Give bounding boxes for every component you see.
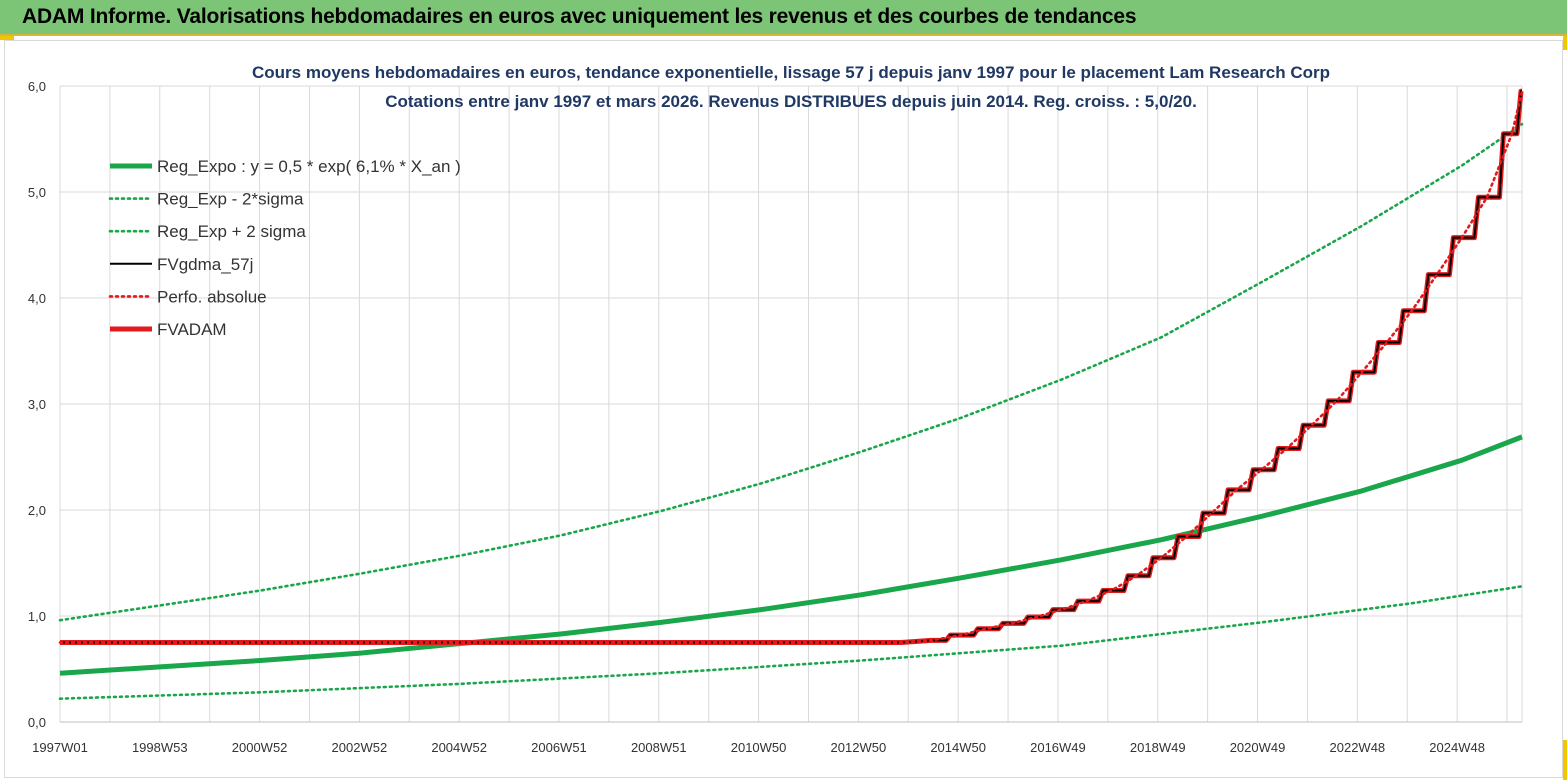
x-tick-label: 2022W48 [1330, 740, 1386, 755]
report-header: ADAM Informe. Valorisations hebdomadaire… [0, 0, 1567, 36]
y-tick-label: 1,0 [28, 609, 46, 624]
y-tick-label: 2,0 [28, 503, 46, 518]
frame-corner-accent [0, 36, 14, 40]
x-tick-label: 2004W52 [431, 740, 487, 755]
series-line [60, 90, 1522, 644]
frame-corner-accent [1563, 740, 1567, 780]
x-tick-label: 2024W48 [1429, 740, 1485, 755]
legend-label: FVgdma_57j [157, 255, 253, 274]
x-tick-label: 2020W49 [1230, 740, 1286, 755]
chart-subtitle: Cotations entre janv 1997 et mars 2026. … [385, 92, 1197, 111]
y-tick-label: 5,0 [28, 185, 46, 200]
y-tick-label: 4,0 [28, 291, 46, 306]
y-tick-label: 3,0 [28, 397, 46, 412]
x-tick-label: 2018W49 [1130, 740, 1186, 755]
x-tick-label: 2010W50 [731, 740, 787, 755]
legend-label: FVADAM [157, 320, 227, 339]
chart-legend: Reg_Expo : y = 0,5 * exp( 6,1% * X_an ) R… [108, 157, 461, 339]
x-tick-label: 1997W01 [32, 740, 88, 755]
x-tick-label: 2012W50 [831, 740, 887, 755]
frame-corner-accent [1563, 36, 1567, 50]
series-line [58, 122, 1524, 622]
chart-title: Cours moyens hebdomadaires en euros, ten… [252, 63, 1330, 82]
chart-series [58, 88, 1524, 700]
report-title: ADAM Informe. Valorisations hebdomadaire… [22, 5, 1137, 28]
x-tick-label: 2006W51 [531, 740, 587, 755]
legend-label: Reg_Exp + 2 sigma [157, 222, 306, 241]
chart-frame [4, 40, 1563, 778]
chart-grid [59, 85, 1523, 722]
series-line [58, 585, 1524, 700]
x-tick-label: 2000W52 [232, 740, 288, 755]
series-line [58, 90, 1524, 644]
x-tick-label: 2014W50 [930, 740, 986, 755]
chart-axes: 0,0 1,0 2,0 3,0 4,0 5,0 6,0 1997W01 1998W53 2000W… [28, 79, 1522, 755]
x-tick-label: 2008W51 [631, 740, 687, 755]
series-line [59, 434, 1523, 676]
x-tick-label: 1998W53 [132, 740, 188, 755]
x-tick-label: 2002W52 [332, 740, 388, 755]
legend-label: Reg_Expo : y = 0,5 * exp( 6,1% * X_an ) [157, 157, 461, 176]
y-tick-label: 0,0 [28, 715, 46, 730]
legend-label: Reg_Exp - 2*sigma [157, 190, 304, 209]
legend-label: Perfo. absolue [157, 287, 267, 306]
y-tick-label: 6,0 [28, 79, 46, 94]
x-tick-label: 2016W49 [1030, 740, 1086, 755]
